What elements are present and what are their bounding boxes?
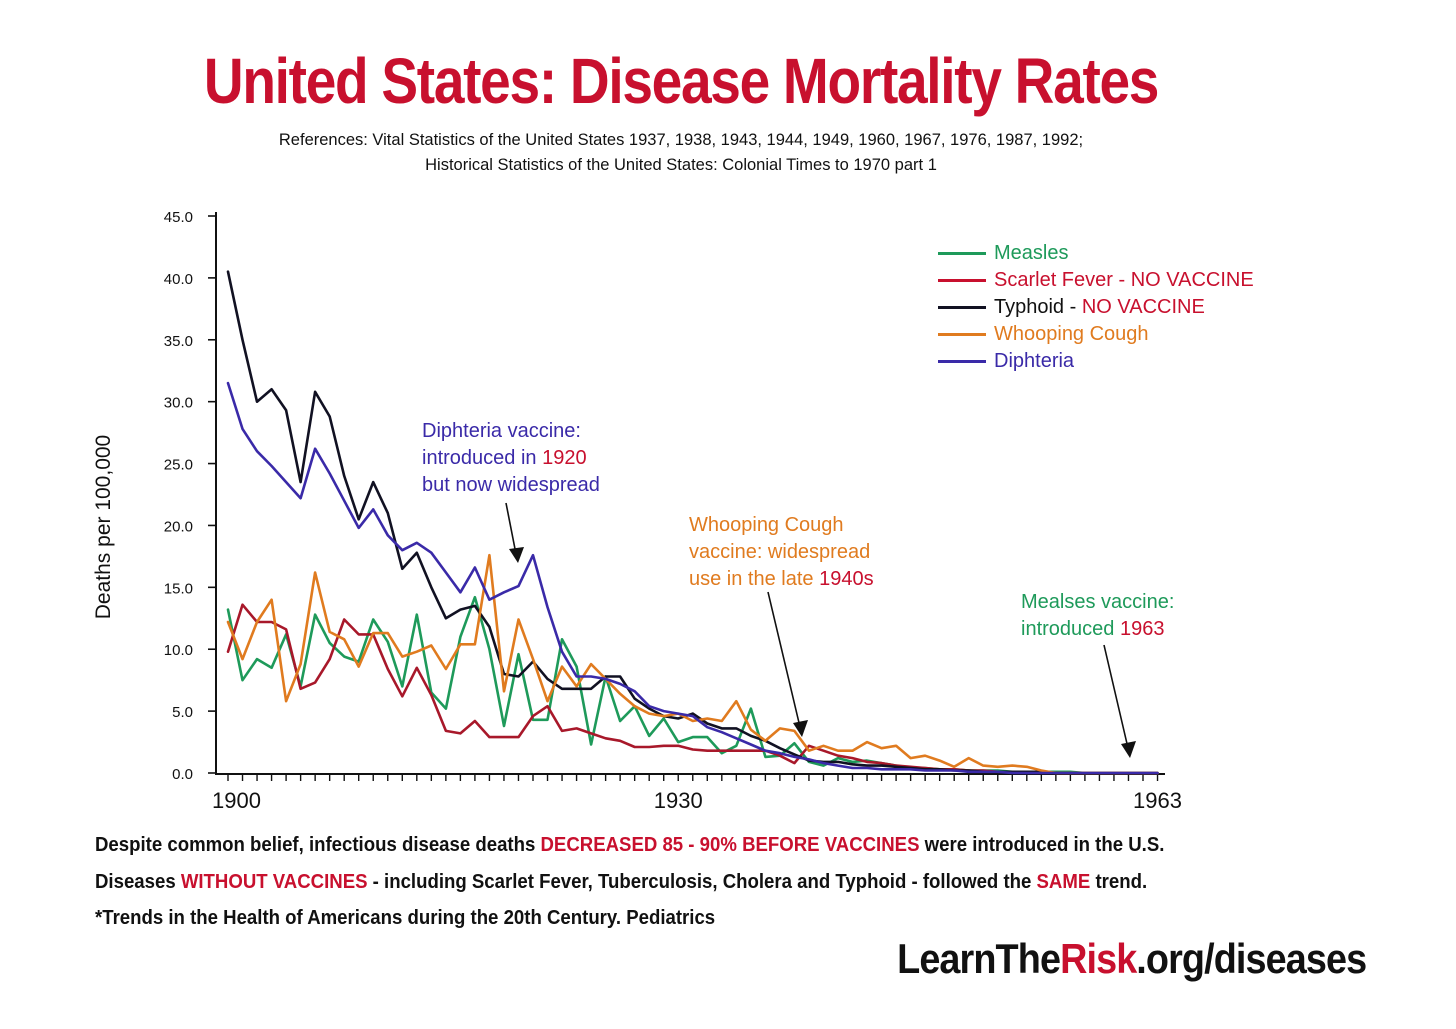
y-tick-label: 5.0 — [172, 704, 193, 721]
annotation-arrows — [505, 502, 1136, 758]
legend-swatch-measles — [938, 252, 986, 255]
legend-swatch-typhoid — [938, 306, 986, 309]
footer-line-3: *Trends in the Health of Americans durin… — [95, 907, 716, 929]
legend-suffix-typhoid: NO VACCINE — [1081, 296, 1205, 318]
y-axis-label: Deaths per 100,000 — [92, 434, 115, 620]
brand-part-3: .org/diseases — [1136, 935, 1367, 982]
measles-arrow-line — [1103, 644, 1129, 749]
annotation-whooping-cough-vaccine: Whooping Cough vaccine: widespread use i… — [689, 512, 874, 593]
annotation-diphtheria-vaccine: Diphteria vaccine: introduced in 1920 bu… — [422, 418, 600, 499]
annotation-text: introduced in — [422, 447, 543, 469]
annotation-diphtheria-line-3: but now widespread — [422, 474, 600, 496]
page-title: United States: Disease Mortality Rates — [203, 45, 1160, 117]
y-tick-label: 45.0 — [164, 209, 193, 226]
footer-text: Diseases — [95, 871, 181, 893]
annotation-text: use in the late — [689, 568, 820, 590]
diphtheria-arrowhead — [509, 547, 524, 563]
annotation-year: 1940s — [819, 568, 874, 590]
legend-suffix-scarlet-fever: NO VACCINE — [1130, 269, 1254, 291]
legend-item-measles: Measles — [938, 240, 1254, 267]
annotation-measles-line-1: Mealses vaccine: — [1021, 591, 1175, 613]
legend-swatch-diphteria — [938, 360, 986, 363]
annotation-year: 1963 — [1119, 618, 1165, 640]
brand-part-1: LearnThe — [896, 935, 1061, 982]
footer-text: trend. — [1090, 871, 1148, 893]
y-tick-label: 25.0 — [164, 457, 193, 474]
brand-url[interactable]: LearnTheRisk.org/diseases — [896, 935, 1367, 983]
legend-item-scarlet-fever: Scarlet Fever - NO VACCINE — [938, 267, 1254, 294]
annotation-whooping-line-2: vaccine: widespread — [689, 541, 871, 563]
footer-text: were introduced in the U.S. — [919, 834, 1165, 856]
annotation-measles-line-2: introduced 1963 — [1021, 616, 1174, 643]
legend-separator: - — [1112, 269, 1131, 291]
brand-part-2: Risk — [1059, 935, 1137, 982]
legend-label-scarlet-fever: Scarlet Fever — [994, 269, 1113, 291]
annotation-whooping-line-3: use in the late 1940s — [689, 566, 874, 593]
whooping-arrow-line — [767, 591, 801, 728]
whooping-arrowhead — [793, 720, 808, 737]
legend-label-diphteria: Diphteria — [994, 350, 1075, 372]
footer-text: Despite common belief, infectious diseas… — [95, 834, 541, 856]
legend-item-typhoid: Typhoid - NO VACCINE — [938, 294, 1254, 321]
x-tick-label: 1963 — [1133, 788, 1182, 813]
footer-text: - including Scarlet Fever, Tuberculosis,… — [367, 871, 1037, 893]
y-tick-label: 30.0 — [164, 395, 193, 412]
footer-highlight: DECREASED 85 - 90% BEFORE VACCINES — [540, 834, 920, 856]
x-tick-label: 1900 — [212, 788, 261, 813]
legend-swatch-scarlet-fever — [938, 279, 986, 282]
y-tick-label: 10.0 — [164, 642, 193, 659]
references-line-1: References: Vital Statistics of the Unit… — [278, 131, 1084, 149]
legend-separator: - — [1064, 296, 1082, 318]
legend-label-typhoid: Typhoid — [994, 296, 1065, 318]
y-tick-label: 20.0 — [164, 518, 193, 535]
footer-line-1: Despite common belief, infectious diseas… — [95, 834, 1164, 857]
annotation-year: 1920 — [542, 447, 587, 469]
footer-highlight: WITHOUT VACCINES — [180, 871, 368, 893]
references-line-2: Historical Statistics of the United Stat… — [425, 156, 937, 174]
series-line-measles — [226, 595, 1159, 775]
annotation-whooping-line-1: Whooping Cough — [689, 514, 844, 536]
footer-highlight: SAME — [1036, 871, 1091, 893]
chart-series — [226, 270, 1159, 775]
y-tick-label: 35.0 — [164, 333, 193, 350]
annotation-measles-vaccine: Mealses vaccine: introduced 1963 — [1021, 589, 1174, 643]
legend-item-diphteria: Diphteria — [938, 348, 1254, 375]
legend-swatch-whooping-cough — [938, 333, 986, 336]
annotation-text: introduced — [1021, 618, 1120, 640]
annotation-diphtheria-line-1: Diphteria vaccine: — [422, 420, 581, 442]
series-line-whooping-cough — [226, 553, 1159, 775]
y-tick-label: 40.0 — [164, 271, 193, 288]
footer-line-2: Diseases WITHOUT VACCINES - including Sc… — [95, 871, 1147, 894]
references: References: Vital Statistics of the Unit… — [0, 128, 1362, 178]
legend: Measles Scarlet Fever - NO VACCINE Typho… — [938, 240, 1254, 375]
legend-item-whooping-cough: Whooping Cough — [938, 321, 1254, 348]
annotation-diphtheria-line-2: introduced in 1920 — [422, 445, 600, 472]
series-line-scarlet-fever — [226, 603, 1159, 775]
series-line-diphteria — [226, 381, 1159, 775]
x-tick-label: 1930 — [654, 788, 703, 813]
legend-label-whooping-cough: Whooping Cough — [994, 323, 1149, 345]
y-tick-label: 0.0 — [172, 766, 193, 783]
diphtheria-arrow-line — [505, 502, 517, 555]
y-tick-label: 15.0 — [164, 580, 193, 597]
chart-axes: 0.0 5.0 10.0 15.0 20.0 25.0 30.0 35.0 40.0 45.0 19… — [164, 209, 1182, 813]
measles-arrowhead — [1121, 741, 1136, 758]
legend-label-measles: Measles — [994, 242, 1069, 264]
